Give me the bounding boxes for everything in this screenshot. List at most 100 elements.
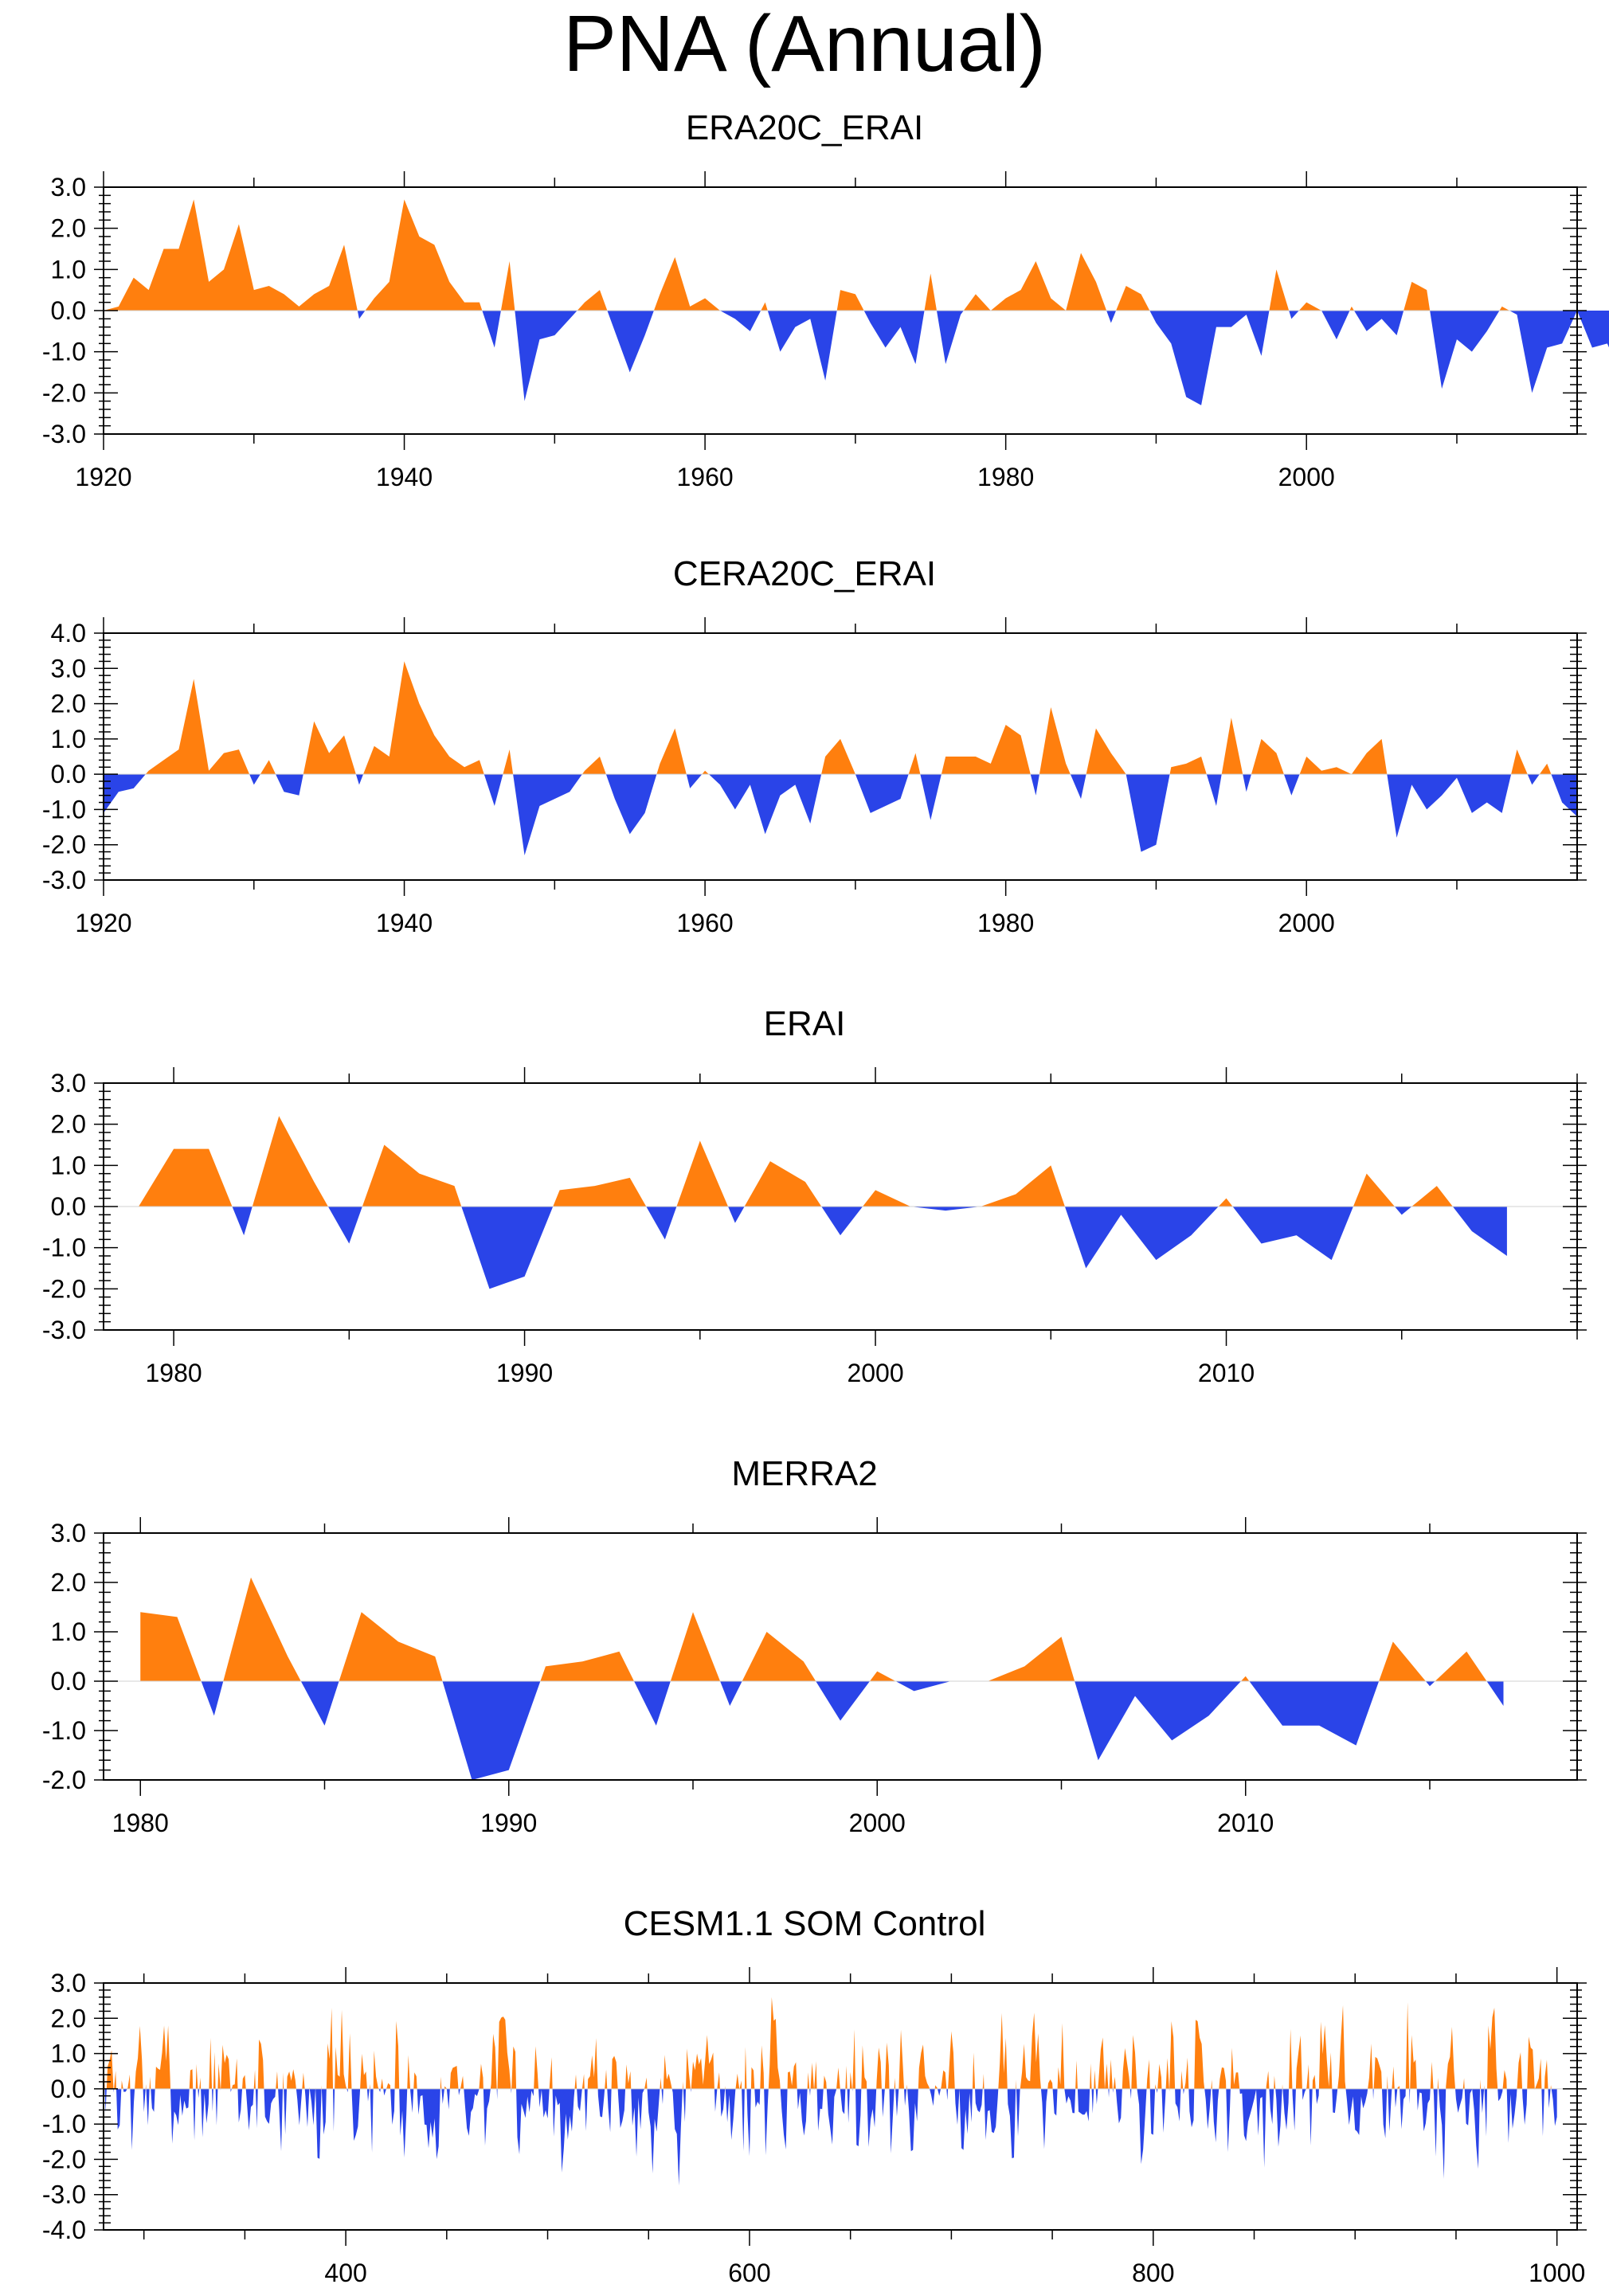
negative-area: [1106, 311, 1117, 323]
negative-area: [1204, 2088, 1212, 2130]
positive-area: [691, 2035, 714, 2089]
positive-area: [906, 2084, 908, 2089]
negative-area: [847, 2088, 850, 2123]
negative-area: [215, 2088, 218, 2126]
negative-area: [1292, 2088, 1296, 2131]
positive-area: [1437, 2077, 1439, 2089]
positive-area: [963, 252, 1107, 311]
positive-area: [1379, 1641, 1426, 1681]
y-tick-label: 1.0: [51, 255, 86, 284]
negative-area: [1188, 2088, 1195, 2128]
positive-area: [1165, 2058, 1169, 2089]
x-tick-label: 2010: [1198, 1359, 1255, 1387]
positive-area: [276, 2071, 279, 2089]
positive-area: [1349, 306, 1354, 311]
positive-area: [1484, 2085, 1485, 2089]
positive-area: [1122, 2048, 1130, 2089]
negative-area: [441, 2088, 444, 2104]
negative-area: [170, 2088, 190, 2144]
negative-area: [1388, 2088, 1392, 2132]
positive-area: [503, 749, 514, 775]
panel-cesm-som-control: CESM1.1 SOM Control -4.0 -3.0 -2.0 -1.0 0.0 1…: [0, 1899, 1609, 2296]
positive-area: [1269, 269, 1290, 311]
positive-area-group: [140, 1577, 1487, 1681]
negative-area-group: [232, 1207, 1507, 1289]
positive-area: [549, 2057, 553, 2089]
y-tick-label: -2.0: [42, 1274, 86, 1303]
negative-area: [930, 2088, 935, 2106]
x-tick-label: 1980: [977, 909, 1034, 937]
negative-area: [1149, 311, 1270, 405]
chart-title: ERAI: [763, 1004, 846, 1043]
positive-area: [941, 725, 1031, 775]
negative-area: [954, 2088, 960, 2126]
positive-area: [1230, 2048, 1240, 2089]
positive-area: [1387, 2075, 1388, 2089]
positive-area: [347, 2033, 352, 2089]
x-tick-label: 1000: [1529, 2259, 1585, 2287]
y-tick-label: 0.0: [51, 760, 86, 788]
negative-area: [1455, 2088, 1463, 2113]
positive-area: [852, 2029, 856, 2089]
positive-area: [876, 2048, 882, 2089]
positive-area: [1221, 718, 1243, 775]
positive-area: [1180, 2071, 1184, 2089]
positive-area: [821, 738, 855, 775]
negative-area: [442, 1681, 541, 1780]
positive-area: [1057, 2023, 1065, 2089]
negative-area: [719, 2088, 726, 2117]
negative-area: [378, 2088, 381, 2092]
negative-area: [1064, 1207, 1219, 1269]
positive-area: [1550, 2085, 1552, 2089]
panel-erai: ERAI -3.0 -2.0 -1.0 0.0 1.0 2.0 3.0 1980 1990 200…: [0, 999, 1609, 1414]
negative-area: [984, 2088, 999, 2141]
y-tick-label: 0.0: [51, 2075, 86, 2103]
x-tick-label: 2000: [1278, 463, 1335, 491]
positive-area: [744, 1161, 822, 1207]
positive-area: [1047, 2079, 1053, 2089]
positive-area: [1131, 2035, 1137, 2089]
positive-area: [386, 2083, 391, 2089]
negative-area: [1548, 2088, 1551, 2109]
negative-area: [728, 1207, 745, 1223]
negative-area: [383, 2088, 387, 2096]
negative-area: [201, 2088, 209, 2138]
negative-area: [284, 2088, 288, 2135]
positive-area: [670, 1612, 721, 1681]
panel-merra2: MERRA2 -2.0 -1.0 0.0 1.0 2.0 3.0 1980 1990 2000 2…: [0, 1449, 1609, 1864]
negative-area: [296, 2088, 303, 2126]
negative-area: [333, 2088, 335, 2132]
negative-area: [143, 2088, 146, 2113]
negative-area: [937, 2088, 942, 2096]
positive-area: [611, 2055, 618, 2089]
negative-area: [513, 774, 582, 855]
positive-area: [252, 1116, 328, 1207]
positive-area: [534, 2046, 539, 2089]
negative-area: [889, 2088, 895, 2153]
y-tick-label: 2.0: [51, 690, 86, 718]
x-tick-label: 2000: [847, 1359, 903, 1387]
positive-area: [1251, 738, 1284, 775]
positive-area: [884, 2042, 890, 2089]
positive-area: [217, 2063, 221, 2089]
positive-area: [1295, 2035, 1302, 2089]
negative-area: [617, 2088, 626, 2128]
negative-area: [496, 2088, 498, 2100]
negative-area: [907, 2088, 918, 2152]
positive-area: [1430, 2062, 1434, 2089]
negative-area: [1283, 774, 1300, 796]
negative-area: [321, 2088, 327, 2135]
positive-area: [581, 757, 606, 775]
negative-area: [1129, 2088, 1132, 2099]
positive-area: [934, 2085, 938, 2089]
positive-area: [1337, 2005, 1346, 2089]
positive-area: [581, 2074, 585, 2089]
negative-area: [1522, 2088, 1528, 2125]
negative-area: [1551, 2088, 1557, 2126]
negative-area: [327, 1207, 362, 1244]
plot-frame: [103, 1982, 1578, 2231]
negative-area: [855, 774, 909, 813]
negative-area: [683, 2088, 686, 2122]
negative-area: [304, 2088, 310, 2127]
positive-area: [287, 2069, 296, 2089]
